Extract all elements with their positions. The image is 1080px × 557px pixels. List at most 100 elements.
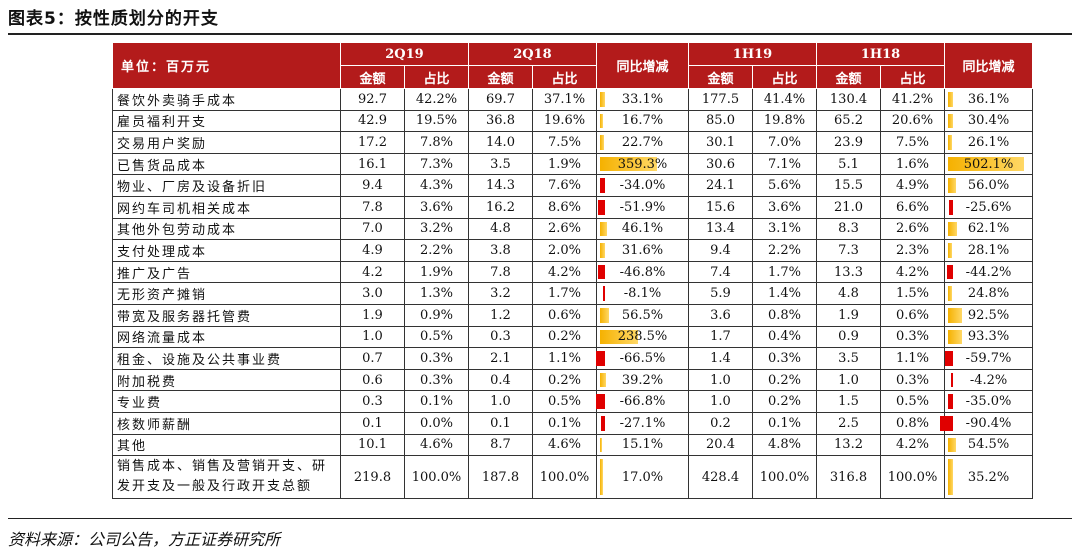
table-row: 附加税费 0.6 0.3% 0.4 0.2% 39.2% 1.0 0.2% 1.0 0.3% -4.…	[112, 368, 1034, 392]
amount-cell: 0.4	[468, 368, 533, 392]
change-data-bar	[948, 459, 954, 496]
change-header-quarter: 同比增减	[596, 42, 689, 89]
change-data-bar	[940, 415, 954, 431]
share-cell: 1.5%	[880, 282, 946, 305]
figure-title: 图表5：按性质划分的开支	[8, 9, 219, 29]
change-value: 93.3%	[967, 329, 1010, 345]
share-cell: 100.0%	[532, 455, 597, 500]
share-cell: 4.2%	[880, 260, 946, 284]
share-cell: 1.1%	[532, 347, 597, 370]
amount-cell: 3.6	[688, 303, 753, 327]
amount-header: 金额	[816, 65, 882, 89]
yoy-change-quarter-cell: -46.8%	[596, 260, 689, 284]
change-data-bar	[600, 329, 638, 345]
amount-cell: 21.0	[816, 195, 882, 219]
amount-cell: 8.3	[816, 217, 882, 241]
share-cell: 4.6%	[404, 433, 469, 457]
amount-cell: 0.1	[468, 411, 533, 435]
share-cell: 2.0%	[532, 239, 597, 262]
amount-cell: 20.4	[688, 433, 753, 457]
change-value: -46.8%	[619, 264, 666, 280]
yoy-change-quarter-cell: 31.6%	[596, 239, 689, 262]
yoy-change-quarter-cell: -34.0%	[596, 174, 689, 197]
header-row-periods: 单位：百万元 2Q19 2Q18 同比增减 1H19 1H18 同比增减	[112, 42, 1034, 89]
change-value: 22.7%	[621, 134, 664, 150]
table-row: 带宽及服务器托管费 1.9 0.9% 1.2 0.6% 56.5% 3.6 0.8% 1.9 0.…	[112, 303, 1034, 327]
table-row: 已售货品成本 16.1 7.3% 3.5 1.9% 359.3% 30.6 7.1% 5.1 1.…	[112, 152, 1034, 176]
share-cell: 0.2%	[532, 325, 597, 349]
share-cell: 3.1%	[751, 217, 818, 241]
share-cell: 1.7%	[532, 282, 597, 305]
amount-cell: 92.7	[340, 88, 405, 111]
change-data-bar	[600, 459, 603, 496]
period-header-2q19: 2Q19	[340, 42, 469, 66]
yoy-change-quarter-cell: -66.5%	[595, 347, 689, 370]
share-cell: 7.5%	[880, 131, 946, 154]
row-label: 推广及广告	[112, 260, 341, 284]
share-cell: 1.6%	[880, 152, 946, 176]
table-row: 租金、设施及公共事业费 0.7 0.3% 2.1 1.1% -66.5% 1.4 0.3% 3.…	[112, 347, 1034, 370]
amount-cell: 0.3	[340, 390, 405, 413]
amount-header: 金额	[468, 65, 533, 89]
change-value: -25.6%	[965, 199, 1012, 215]
share-cell: 0.3%	[880, 325, 946, 349]
share-cell: 0.8%	[751, 303, 818, 327]
yoy-change-quarter-cell: 56.5%	[596, 303, 689, 327]
amount-cell: 13.3	[816, 260, 882, 284]
change-value: 39.2%	[621, 372, 664, 388]
change-value: 15.1%	[621, 437, 664, 453]
period-header-1h18: 1H18	[816, 42, 946, 66]
yoy-change-quarter-cell: 17.0%	[596, 455, 689, 500]
change-data-bar	[948, 221, 958, 237]
share-cell: 0.9%	[404, 303, 469, 327]
change-value: -59.7%	[965, 350, 1012, 366]
share-cell: 37.1%	[532, 88, 597, 111]
change-value: -90.4%	[965, 415, 1012, 431]
amount-cell: 1.0	[688, 368, 753, 392]
share-cell: 0.1%	[751, 411, 818, 435]
amount-cell: 428.4	[688, 455, 753, 500]
row-label: 带宽及服务器托管费	[112, 303, 341, 327]
share-cell: 0.6%	[532, 303, 597, 327]
row-label: 专业费	[112, 390, 341, 413]
share-cell: 0.5%	[532, 390, 597, 413]
change-data-bar	[948, 307, 962, 323]
amount-cell: 7.8	[340, 195, 405, 219]
amount-cell: 5.1	[816, 152, 882, 176]
share-cell: 0.5%	[404, 325, 469, 349]
amount-cell: 13.2	[816, 433, 882, 457]
change-value: 24.8%	[967, 286, 1010, 302]
yoy-change-quarter-cell: -66.8%	[595, 390, 689, 413]
yoy-change-half-cell: 62.1%	[944, 217, 1034, 241]
yoy-change-quarter-cell: 15.1%	[596, 433, 689, 457]
change-value: -51.9%	[619, 199, 666, 215]
change-value: 16.7%	[621, 113, 664, 129]
change-data-bar	[948, 286, 952, 301]
share-cell: 41.2%	[880, 88, 946, 111]
change-data-bar	[600, 113, 603, 129]
share-cell: 1.1%	[880, 347, 946, 370]
amount-cell: 36.8	[468, 109, 533, 133]
table-row: 网约车司机相关成本 7.8 3.6% 16.2 8.6% -51.9% 15.6 3.6% 21…	[112, 195, 1034, 219]
share-cell: 2.2%	[751, 239, 818, 262]
amount-cell: 1.7	[688, 325, 753, 349]
change-value: 33.1%	[621, 91, 664, 107]
change-value: -27.1%	[619, 415, 666, 431]
change-data-bar	[948, 243, 953, 258]
share-cell: 0.8%	[880, 411, 946, 435]
yoy-change-quarter-cell: -27.1%	[596, 411, 689, 435]
amount-cell: 1.4	[688, 347, 753, 370]
change-data-bar	[946, 264, 954, 280]
table-row: 雇员福利开支 42.9 19.5% 36.8 19.6% 16.7% 85.0 19.8% 65…	[112, 109, 1034, 133]
change-data-bar	[948, 92, 954, 107]
table-row: 推广及广告 4.2 1.9% 7.8 4.2% -46.8% 7.4 1.7% 13.3 4.2%…	[112, 260, 1034, 284]
yoy-change-half-cell: 28.1%	[944, 239, 1034, 262]
share-header: 占比	[404, 65, 469, 89]
change-value: 62.1%	[967, 221, 1010, 237]
share-cell: 4.2%	[532, 260, 597, 284]
change-value: 502.1%	[963, 156, 1014, 172]
change-data-bar	[600, 372, 607, 388]
table-row: 物业、厂房及设备折旧 9.4 4.3% 14.3 7.6% -34.0% 24.1 5.6% 1…	[112, 174, 1034, 197]
expense-table: 单位：百万元 2Q19 2Q18 同比增减 1H19 1H18 同比增减 金额 …	[112, 42, 1034, 500]
yoy-change-quarter-cell: 39.2%	[596, 368, 689, 392]
